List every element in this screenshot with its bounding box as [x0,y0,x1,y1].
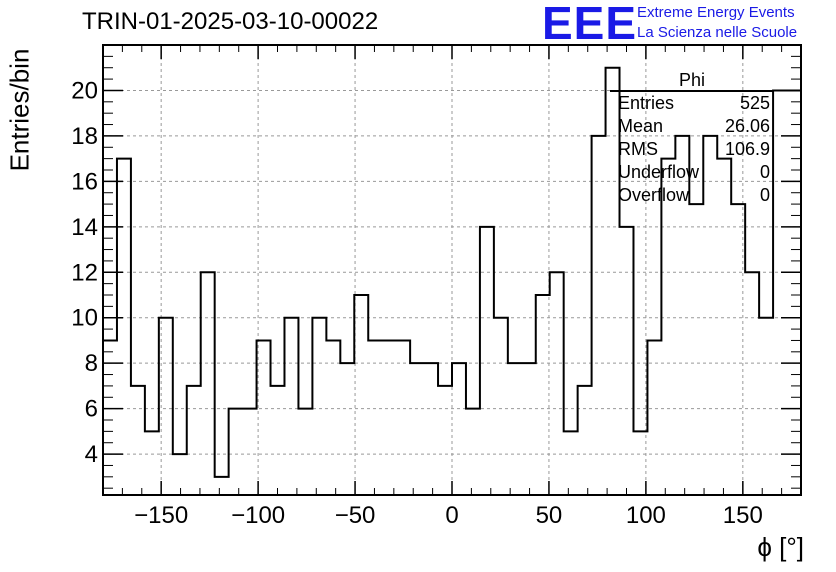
stats-value: 0 [759,162,770,182]
histogram-outline [103,66,801,478]
logo-caption-line1: Extreme Energy Events [637,4,795,21]
y-tick-label: 10 [71,305,98,332]
axis-ticks [102,45,802,495]
y-tick-label: 16 [71,168,98,195]
y-tick-label: 4 [85,441,98,468]
stats-label: Mean [618,116,664,136]
x-tick-label: 0 [445,502,458,529]
stats-row-rms: RMS 106.9 [610,138,774,161]
stats-box: Phi Entries 525 Mean 26.06 RMS 106.9 Underf… [610,68,774,207]
y-tick-label: 8 [85,350,98,377]
x-tick-label: −150 [134,502,188,529]
x-tick-label: 100 [626,502,666,529]
x-axis-label: ϕ [°] [757,532,804,562]
stats-value: 26.06 [724,116,770,136]
x-tick-label: −50 [335,502,376,529]
y-tick-label: 18 [71,123,98,150]
stats-value: 0 [759,185,770,205]
y-tick-label: 20 [71,77,98,104]
stats-label: RMS [618,139,658,159]
x-tick-label: 50 [536,502,563,529]
stats-row-underflow: Underflow 0 [610,161,774,184]
eee-logo: EEE [542,0,638,49]
stats-row-entries: Entries 525 [610,92,774,115]
x-tick-label: −100 [231,502,285,529]
stats-label: Overflow [618,185,690,205]
y-tick-label: 12 [71,259,98,286]
logo-caption: Extreme Energy Events La Scienza nelle S… [637,3,797,43]
stats-label: Entries [618,93,675,113]
y-tick-label: 6 [85,396,98,423]
stats-row-mean: Mean 26.06 [610,115,774,138]
stats-row-overflow: Overflow 0 [610,184,774,207]
logo-caption-line2: La Scienza nelle Scuole [637,24,798,41]
tick-labels: −150 −100 −50 0 50 100 150 4 6 8 10 12 14 16 18 20 [71,77,763,529]
stats-label: Underflow [618,162,700,182]
run-title: TRIN-01-2025-03-10-00022 [82,8,379,35]
x-tick-label: 150 [723,502,763,529]
y-axis-label: Entries/bin [4,48,35,172]
y-tick-label: 14 [71,214,98,241]
grid-lines [103,45,801,495]
stats-title: Phi [610,68,774,92]
stats-value: 106.9 [724,139,770,159]
stats-value: 525 [739,93,770,113]
